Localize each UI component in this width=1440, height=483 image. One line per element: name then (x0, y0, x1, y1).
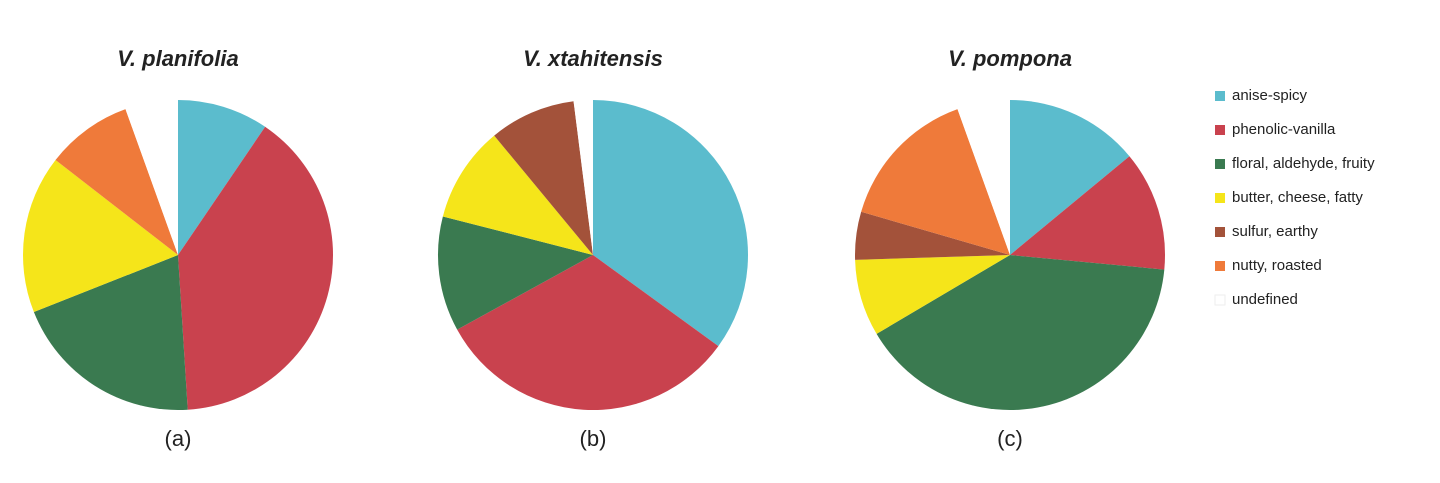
legend-swatch (1215, 227, 1225, 237)
pie-slice (593, 100, 748, 347)
pie-slice (1010, 100, 1130, 255)
pie-slice (855, 211, 1010, 260)
pie-slice (33, 255, 188, 410)
legend-swatch (1215, 125, 1225, 135)
pie-slice (178, 126, 333, 410)
pie-slice (957, 100, 1010, 255)
chart-title: V. xtahitensis (523, 46, 663, 71)
legend-label: floral, aldehyde, fruity (1232, 155, 1375, 172)
caption: (b) (580, 426, 607, 451)
legend-swatch (1215, 261, 1225, 271)
legend-label: nutty, roasted (1232, 257, 1322, 274)
pie-slice (437, 216, 593, 330)
pie-slice (125, 100, 178, 255)
pie-slice (55, 109, 179, 255)
legend-swatch (1214, 294, 1226, 306)
pie-slice (457, 255, 719, 411)
pie-slice (23, 159, 178, 313)
pie-slice (1010, 156, 1165, 270)
legend-swatch (1215, 159, 1225, 169)
legend-swatch (1215, 91, 1225, 101)
legend-label: butter, cheese, fatty (1232, 189, 1363, 206)
pie-slice (855, 255, 1010, 334)
pie-slice (494, 101, 593, 255)
chart-title: V. pompona (948, 46, 1072, 71)
pie-slice (442, 135, 593, 255)
legend-label: phenolic-vanilla (1232, 121, 1336, 138)
caption: (a) (165, 426, 192, 451)
legend-label: anise-spicy (1232, 87, 1308, 104)
legend-swatch (1215, 193, 1225, 203)
pie-slice (573, 100, 593, 255)
pie-slice (876, 255, 1165, 411)
caption: (c) (997, 426, 1023, 451)
pie-slice (178, 100, 266, 255)
legend-label: sulfur, earthy (1232, 223, 1318, 240)
pie-slice (861, 109, 1010, 255)
legend-label: undefined (1232, 291, 1298, 308)
chart-title: V. planifolia (117, 46, 238, 71)
